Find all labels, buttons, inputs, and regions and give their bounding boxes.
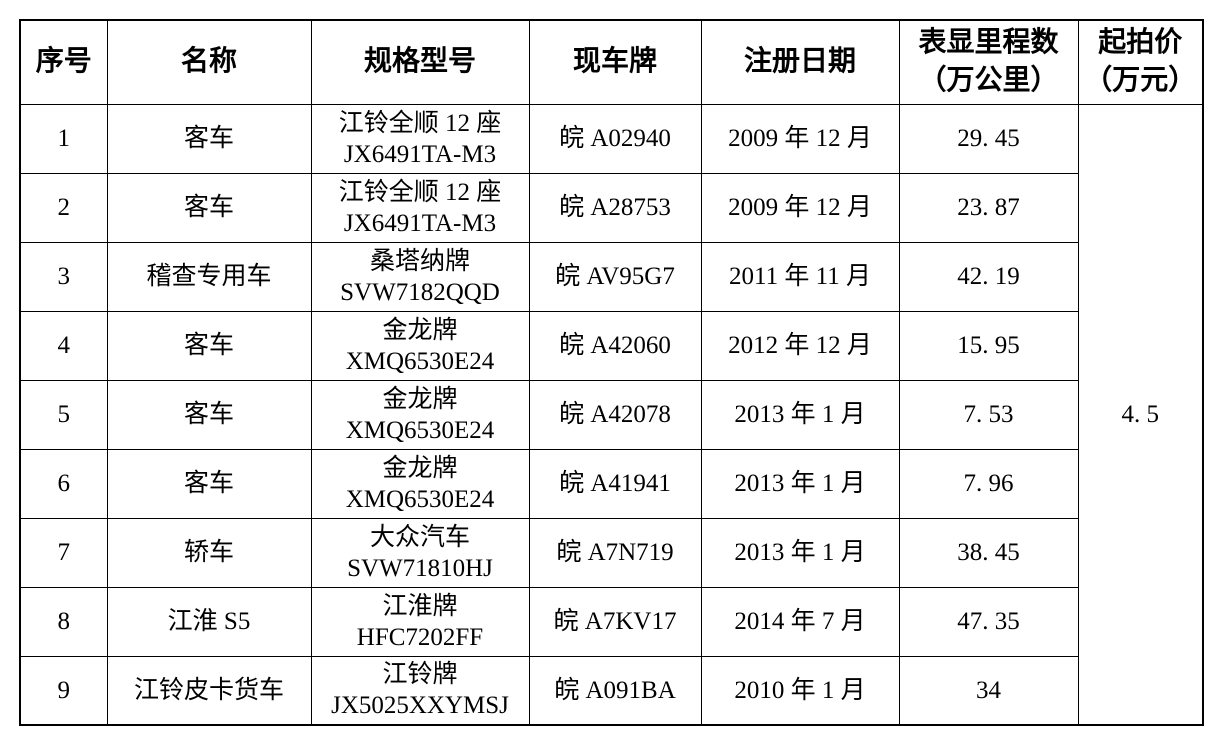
cell-spec-model: 江铃全顺 12 座 JX6491TA-M3 bbox=[310, 103, 530, 174]
cell-serial-number: 6 bbox=[19, 448, 108, 519]
header-name: 名称 bbox=[106, 19, 312, 105]
cell-registration-date: 2013 年 1 月 bbox=[700, 517, 900, 588]
cell-name: 轿车 bbox=[106, 517, 312, 588]
cell-mileage: 23. 87 bbox=[898, 172, 1079, 243]
cell-mileage: 42. 19 bbox=[898, 241, 1079, 312]
cell-license-plate: 皖 A28753 bbox=[528, 172, 702, 243]
cell-license-plate: 皖 A41941 bbox=[528, 448, 702, 519]
header-serial-number: 序号 bbox=[19, 19, 108, 105]
cell-mileage: 47. 35 bbox=[898, 586, 1079, 657]
vehicle-auction-table: 序号 名称 规格型号 现车牌 注册日期 表显里程数 （万公里） 起拍价 （万元）… bbox=[19, 19, 1204, 726]
cell-registration-date: 2009 年 12 月 bbox=[700, 103, 900, 174]
cell-serial-number: 7 bbox=[19, 517, 108, 588]
cell-license-plate: 皖 A42078 bbox=[528, 379, 702, 450]
table-row: 9 江铃皮卡货车 江铃牌 JX5025XXYMSJ 皖 A091BA 2010 … bbox=[19, 655, 1203, 726]
header-mileage: 表显里程数 （万公里） bbox=[898, 19, 1079, 105]
cell-registration-date: 2009 年 12 月 bbox=[700, 172, 900, 243]
cell-mileage: 38. 45 bbox=[898, 517, 1079, 588]
cell-registration-date: 2014 年 7 月 bbox=[700, 586, 900, 657]
cell-serial-number: 9 bbox=[19, 655, 108, 726]
cell-license-plate: 皖 A42060 bbox=[528, 310, 702, 381]
cell-name: 客车 bbox=[106, 448, 312, 519]
table-row: 7 轿车 大众汽车 SVW71810HJ 皖 A7N719 2013 年 1 月… bbox=[19, 517, 1203, 588]
table-row: 1 客车 江铃全顺 12 座 JX6491TA-M3 皖 A02940 2009… bbox=[19, 103, 1204, 726]
cell-serial-number: 4 bbox=[19, 310, 108, 381]
cell-name: 江铃皮卡货车 bbox=[106, 655, 312, 726]
cell-registration-date: 2010 年 1 月 bbox=[700, 655, 900, 726]
header-license-plate: 现车牌 bbox=[528, 19, 702, 105]
table-header-row: 序号 名称 规格型号 现车牌 注册日期 表显里程数 （万公里） 起拍价 （万元） bbox=[19, 19, 1204, 105]
cell-mileage: 15. 95 bbox=[898, 310, 1079, 381]
cell-license-plate: 皖 A02940 bbox=[528, 103, 702, 174]
cell-license-plate: 皖 A091BA bbox=[528, 655, 702, 726]
cell-spec-model: 江铃牌 JX5025XXYMSJ bbox=[310, 655, 530, 726]
cell-serial-number: 2 bbox=[19, 172, 108, 243]
cell-serial-number: 8 bbox=[19, 586, 108, 657]
cell-name: 稽查专用车 bbox=[106, 241, 312, 312]
cell-spec-model: 江淮牌 HFC7202FF bbox=[310, 586, 530, 657]
cell-name: 客车 bbox=[106, 310, 312, 381]
cell-spec-model: 金龙牌 XMQ6530E24 bbox=[310, 379, 530, 450]
cell-name: 客车 bbox=[106, 379, 312, 450]
header-registration-date: 注册日期 bbox=[700, 19, 900, 105]
cell-serial-number: 3 bbox=[19, 241, 108, 312]
cell-registration-date: 2013 年 1 月 bbox=[700, 379, 900, 450]
table-row: 3 稽查专用车 桑塔纳牌 SVW7182QQD 皖 AV95G7 2011 年 … bbox=[19, 241, 1203, 312]
cell-spec-model: 金龙牌 XMQ6530E24 bbox=[310, 448, 530, 519]
cell-serial-number: 5 bbox=[19, 379, 108, 450]
cell-mileage: 34 bbox=[898, 655, 1079, 726]
header-starting-price: 起拍价 （万元） bbox=[1077, 19, 1204, 105]
cell-name: 客车 bbox=[106, 172, 312, 243]
cell-serial-number: 1 bbox=[19, 103, 108, 174]
table-row: 6 客车 金龙牌 XMQ6530E24 皖 A41941 2013 年 1 月 … bbox=[19, 448, 1203, 519]
cell-registration-date: 2013 年 1 月 bbox=[700, 448, 900, 519]
cell-spec-model: 大众汽车 SVW71810HJ bbox=[310, 517, 530, 588]
cell-mileage: 7. 53 bbox=[898, 379, 1079, 450]
cell-registration-date: 2011 年 11 月 bbox=[700, 241, 900, 312]
cell-name: 客车 bbox=[106, 103, 312, 174]
cell-license-plate: 皖 A7KV17 bbox=[528, 586, 702, 657]
table-row: 2 客车 江铃全顺 12 座 JX6491TA-M3 皖 A28753 2009… bbox=[19, 172, 1203, 243]
cell-starting-price: 4. 5 bbox=[1077, 103, 1204, 726]
header-spec-model: 规格型号 bbox=[310, 19, 530, 105]
table-row: 4 客车 金龙牌 XMQ6530E24 皖 A42060 2012 年 12 月… bbox=[19, 310, 1203, 381]
cell-license-plate: 皖 A7N719 bbox=[528, 517, 702, 588]
cell-spec-model: 江铃全顺 12 座 JX6491TA-M3 bbox=[310, 172, 530, 243]
cell-license-plate: 皖 AV95G7 bbox=[528, 241, 702, 312]
table-row: 8 江淮 S5 江淮牌 HFC7202FF 皖 A7KV17 2014 年 7 … bbox=[19, 586, 1203, 657]
table-row: 5 客车 金龙牌 XMQ6530E24 皖 A42078 2013 年 1 月 … bbox=[19, 379, 1203, 450]
cell-name: 江淮 S5 bbox=[106, 586, 312, 657]
cell-spec-model: 金龙牌 XMQ6530E24 bbox=[310, 310, 530, 381]
cell-mileage: 29. 45 bbox=[898, 103, 1079, 174]
cell-spec-model: 桑塔纳牌 SVW7182QQD bbox=[310, 241, 530, 312]
cell-mileage: 7. 96 bbox=[898, 448, 1079, 519]
cell-registration-date: 2012 年 12 月 bbox=[700, 310, 900, 381]
